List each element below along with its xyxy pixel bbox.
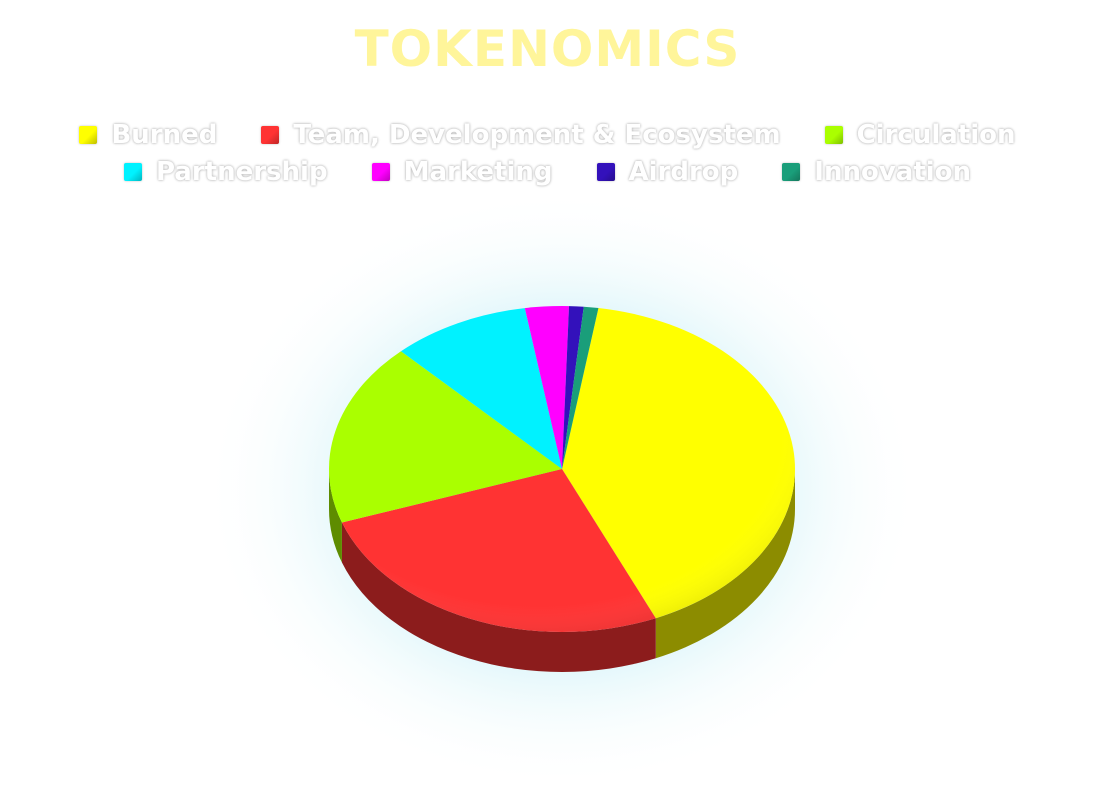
legend-swatch: [79, 126, 98, 144]
legend-label: Airdrop: [628, 157, 739, 187]
legend-label: Marketing: [403, 157, 553, 187]
legend-item[interactable]: Marketing: [371, 157, 553, 187]
legend-item[interactable]: Team, Development & Ecosystem: [261, 120, 781, 150]
legend-item[interactable]: Burned: [79, 120, 217, 150]
legend-label: Burned: [111, 120, 218, 150]
legend-swatch: [371, 163, 390, 181]
legend-row: Burned Team, Development & Ecosystem Circu…: [0, 120, 1095, 150]
legend-item[interactable]: Airdrop: [596, 157, 739, 187]
legend-label: Team, Development & Ecosystem: [293, 120, 781, 150]
legend-label: Innovation: [814, 157, 972, 187]
legend-label: Partnership: [155, 157, 328, 187]
legend-swatch: [261, 126, 280, 144]
chart-title: TOKENOMICS: [354, 20, 741, 78]
legend-item[interactable]: Partnership: [123, 157, 328, 187]
pie-slices: [329, 306, 796, 632]
legend-label: Circulation: [856, 120, 1016, 150]
legend-swatch: [596, 163, 615, 181]
legend-swatch: [782, 163, 801, 181]
legend-item[interactable]: Circulation: [824, 120, 1016, 150]
legend-swatch: [123, 163, 142, 181]
legend-row: Partnership Marketing Airdrop Innovation: [0, 157, 1095, 187]
legend-item[interactable]: Innovation: [782, 157, 971, 187]
pie-slice-side: [341, 522, 656, 672]
legend-swatch: [824, 126, 843, 144]
